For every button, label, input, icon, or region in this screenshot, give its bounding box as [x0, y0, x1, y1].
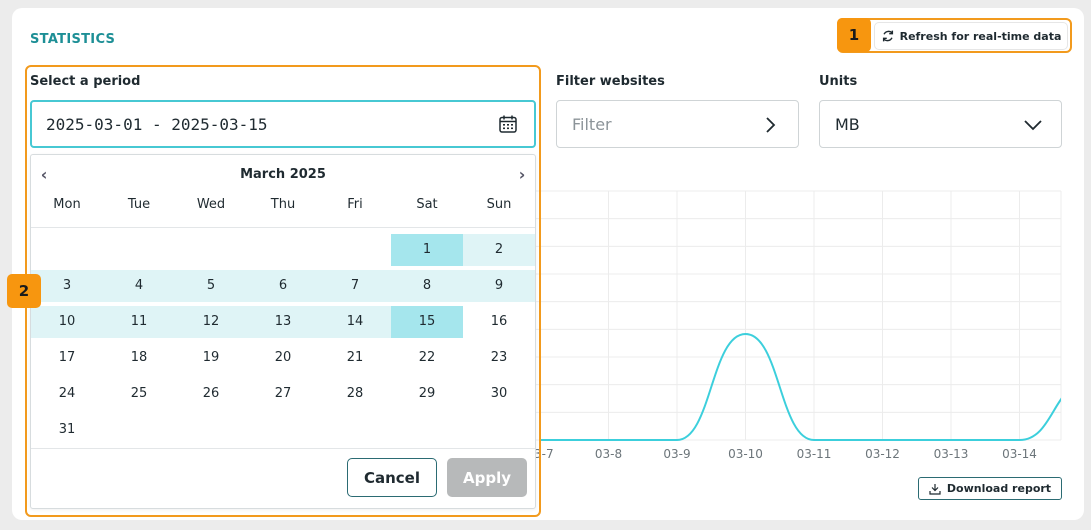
calendar-empty-cell: [247, 234, 319, 266]
units-label: Units: [819, 74, 858, 89]
annotation-badge-1: 1: [837, 18, 871, 52]
calendar-days: 1 2 3 4 5 6 7 8 9 10 11 12 13 14 15 16 17 18 19 20 21 22 23 24 2…: [31, 232, 535, 448]
weekday-label: Wed: [196, 197, 226, 212]
calendar-empty-cell: [319, 234, 391, 266]
calendar-day[interactable]: 2: [463, 234, 535, 266]
weekday-label: Tue: [127, 197, 151, 212]
calendar-day[interactable]: 10: [31, 306, 103, 338]
calendar-day[interactable]: 5: [175, 270, 247, 302]
calendar-week: 24 25 26 27 28 29 30: [31, 376, 535, 412]
calendar-day[interactable]: 18: [130, 350, 148, 365]
calendar-day[interactable]: 6: [247, 270, 319, 302]
chevron-right-icon[interactable]: ›: [518, 165, 526, 184]
calendar-week: 31: [31, 412, 535, 448]
apply-button[interactable]: Apply: [447, 458, 527, 497]
annotation-badge-2: 2: [7, 274, 41, 308]
weekday-label: Sun: [486, 197, 512, 212]
calendar-day[interactable]: 17: [58, 350, 76, 365]
weekday-row: Mon Tue Wed Thu Fri Sat Sun: [31, 197, 535, 217]
calendar-empty-cell: [391, 414, 463, 446]
calendar-day[interactable]: 4: [103, 270, 175, 302]
calendar-icon: [499, 115, 517, 133]
calendar-day[interactable]: 28: [346, 386, 364, 401]
calendar-day[interactable]: 1: [391, 234, 463, 266]
calendar-month: March 2025: [240, 167, 326, 182]
chevron-down-icon: [1024, 120, 1042, 131]
calendar-day[interactable]: 14: [319, 306, 391, 338]
period-value: 2025-03-01 - 2025-03-15: [46, 114, 268, 134]
period-label: Select a period: [30, 74, 141, 89]
calendar-empty-cell: [463, 414, 535, 446]
calendar-day[interactable]: 13: [247, 306, 319, 338]
calendar-week: 17 18 19 20 21 22 23: [31, 340, 535, 376]
calendar-empty-cell: [247, 414, 319, 446]
calendar-day[interactable]: 26: [202, 386, 220, 401]
cancel-button[interactable]: Cancel: [347, 458, 437, 497]
refresh-label: Refresh for real-time data: [899, 29, 1062, 43]
refresh-button[interactable]: Refresh for real-time data: [874, 22, 1068, 50]
calendar-day[interactable]: 19: [202, 350, 220, 365]
calendar-day[interactable]: 20: [274, 350, 292, 365]
chevron-left-icon[interactable]: ‹: [40, 165, 48, 184]
calendar-header: ‹ March 2025 ›: [31, 155, 535, 195]
calendar-day[interactable]: 9: [463, 270, 535, 302]
calendar-day[interactable]: 22: [418, 350, 436, 365]
refresh-icon: [882, 30, 893, 42]
calendar-empty-cell: [103, 414, 175, 446]
divider: [31, 448, 535, 449]
calendar-day[interactable]: 23: [490, 350, 508, 365]
calendar-day[interactable]: 30: [490, 386, 508, 401]
section-title: STATISTICS: [30, 32, 116, 47]
calendar-empty-cell: [31, 234, 103, 266]
filter-label: Filter websites: [556, 74, 665, 89]
calendar-empty-cell: [103, 234, 175, 266]
download-report-button[interactable]: Download report: [918, 477, 1062, 500]
filter-placeholder: Filter: [572, 114, 612, 134]
calendar-day[interactable]: 11: [103, 306, 175, 338]
calendar-day[interactable]: 21: [346, 350, 364, 365]
chevron-right-icon: [766, 117, 776, 133]
divider: [31, 227, 535, 228]
calendar-day[interactable]: 25: [130, 386, 148, 401]
calendar-day[interactable]: 12: [175, 306, 247, 338]
calendar-day[interactable]: 15: [391, 306, 463, 338]
calendar-day[interactable]: 8: [391, 270, 463, 302]
calendar-day[interactable]: 7: [319, 270, 391, 302]
download-icon: [929, 483, 941, 495]
units-select[interactable]: MB: [819, 100, 1062, 148]
period-date-input[interactable]: 2025-03-01 - 2025-03-15: [30, 100, 536, 148]
weekday-label: Thu: [270, 197, 296, 212]
calendar-day[interactable]: 31: [58, 422, 76, 437]
calendar-week: 10 11 12 13 14 15 16: [31, 304, 535, 340]
calendar-day[interactable]: 16: [490, 314, 508, 329]
calendar-day[interactable]: 24: [58, 386, 76, 401]
weekday-label: Mon: [53, 197, 81, 212]
calendar-empty-cell: [319, 414, 391, 446]
calendar-day[interactable]: 27: [274, 386, 292, 401]
units-value: MB: [835, 114, 860, 134]
filter-input[interactable]: Filter: [556, 100, 799, 148]
weekday-label: Sat: [416, 197, 438, 212]
weekday-label: Fri: [347, 197, 363, 212]
calendar-day[interactable]: 3: [31, 270, 103, 302]
calendar-day[interactable]: 29: [418, 386, 436, 401]
calendar-empty-cell: [175, 234, 247, 266]
calendar-empty-cell: [175, 414, 247, 446]
download-label: Download report: [946, 482, 1052, 495]
